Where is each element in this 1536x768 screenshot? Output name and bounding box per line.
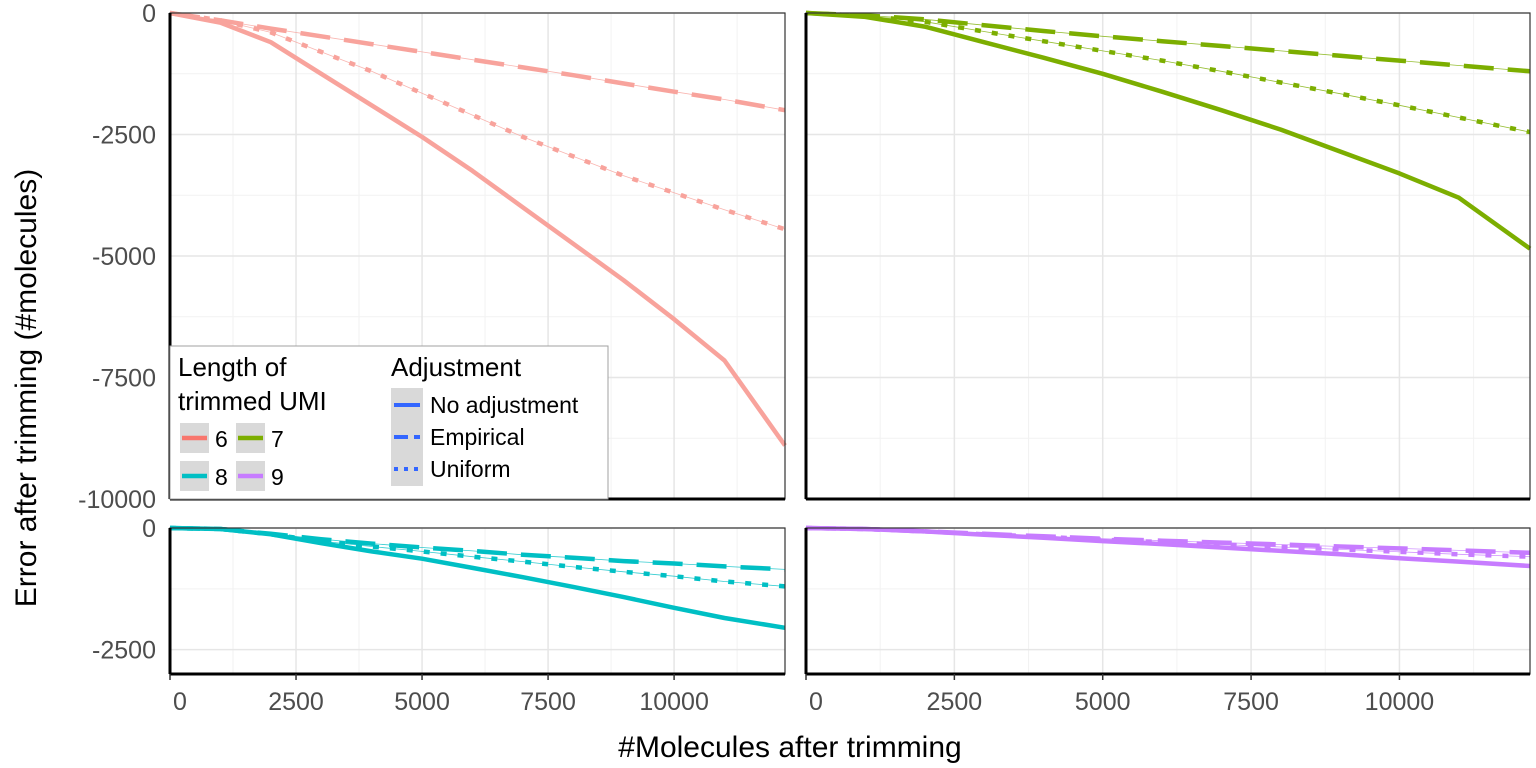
y-tick-label: -2500 [92, 637, 156, 665]
y-tick-label: -5000 [92, 243, 156, 271]
legend-adjustment-title: Adjustment [391, 352, 522, 382]
legend-items: 6 7 8 9 No adjustment Empirical Uniform [180, 388, 579, 491]
x-tick-label: 7500 [1223, 688, 1279, 716]
series-guide-7-uniform [805, 12, 1531, 133]
series-guide-8-uniform [169, 527, 786, 587]
panel-umi-8: 0 -2500 0 2500 5000 7500 10000 [92, 515, 786, 716]
series-line-9-empirical [805, 525, 1531, 556]
y-tick-label: 0 [142, 0, 156, 28]
legend-label: 6 [215, 426, 228, 452]
x-axis-title: #Molecules after trimming [618, 731, 961, 764]
legend-label: Uniform [430, 456, 511, 482]
series-guide-6-uniform [169, 12, 786, 230]
x-tick-label: 2500 [927, 688, 983, 716]
series-line-6-empirical [169, 10, 786, 113]
series-line-7-uniform [805, 10, 1531, 135]
series-line-7-empirical [805, 10, 1531, 74]
x-tick-label: 10000 [639, 688, 709, 716]
series-guide-9-uniform [805, 527, 1531, 558]
series-line-6-no-adjustment [169, 10, 787, 447]
y-tick-label: -7500 [92, 365, 156, 393]
y-axis-title: Error after trimming (#molecules) [10, 169, 43, 607]
series-line-8-empirical [169, 525, 786, 572]
legend-item-length-6: 6 [180, 423, 228, 453]
x-tick-label: 10000 [1365, 688, 1435, 716]
legend-item-adjustment-dashed: Empirical [394, 424, 525, 450]
panel-border [805, 527, 1531, 675]
y-tick-label: -2500 [92, 122, 156, 150]
legend-item-adjustment-dotted: Uniform [394, 456, 511, 482]
x-tick-label: 0 [173, 688, 187, 716]
y-tick-label: 0 [142, 515, 156, 543]
legend-label: 9 [271, 464, 284, 490]
legend-length-title-line1: Length of [178, 352, 287, 382]
legend-label: No adjustment [430, 392, 579, 418]
legend-item-adjustment-solid: No adjustment [394, 392, 579, 418]
x-tick-label: 5000 [394, 688, 450, 716]
x-tick-label: 2500 [268, 688, 324, 716]
panel-umi-9: 0 2500 5000 7500 10000 [804, 525, 1531, 716]
panel-umi-6: 0 -2500 -5000 -7500 -10000 [78, 0, 787, 514]
series-line-7-no-adjustment [805, 10, 1532, 251]
legend-length-title-line2: trimmed UMI [178, 386, 327, 416]
legend-item-length-7: 7 [236, 423, 284, 453]
legend-item-length-8: 8 [180, 461, 228, 491]
x-tick-label: 7500 [520, 688, 576, 716]
legend-label: Empirical [430, 424, 525, 450]
series-line-9-no-adjustment [805, 525, 1531, 569]
legend-item-length-9: 9 [236, 461, 284, 491]
legend-label: 7 [271, 426, 284, 452]
series-line-6-uniform [169, 10, 786, 232]
legend-label: 8 [215, 464, 228, 490]
x-tick-label: 5000 [1075, 688, 1131, 716]
x-tick-label: 0 [809, 688, 823, 716]
y-tick-label: -10000 [78, 486, 156, 514]
series-line-8-uniform [169, 525, 786, 589]
legend: Length of trimmed UMI Adjustment 6 7 8 9 No … [169, 345, 609, 500]
panel-umi-7 [804, 10, 1532, 501]
